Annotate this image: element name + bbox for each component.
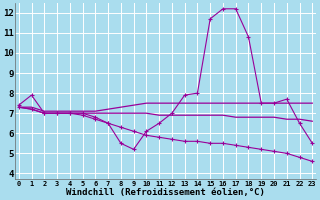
X-axis label: Windchill (Refroidissement éolien,°C): Windchill (Refroidissement éolien,°C) bbox=[66, 188, 265, 197]
